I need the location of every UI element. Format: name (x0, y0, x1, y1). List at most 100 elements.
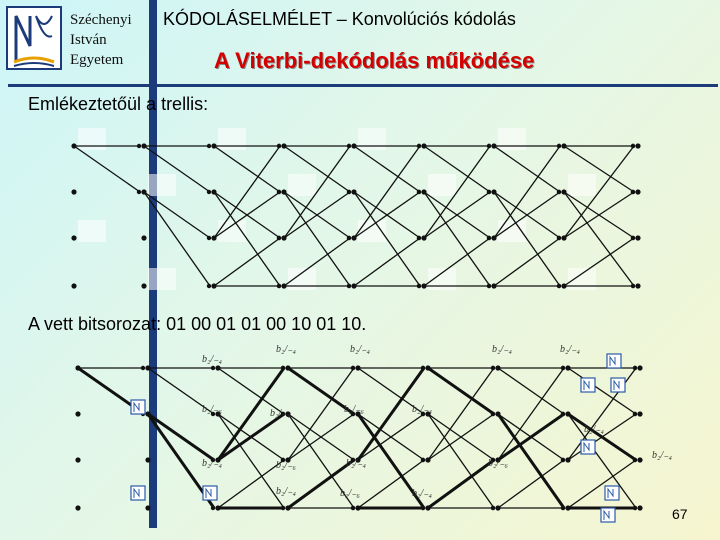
decoding-branch (567, 413, 637, 461)
decoding-branch (356, 413, 426, 509)
decoding-branch (216, 367, 286, 461)
reference-node (561, 283, 567, 289)
reference-node (561, 143, 567, 149)
decoding-node (285, 411, 291, 417)
logo-watermark-icon (580, 377, 596, 393)
reference-node (141, 189, 147, 195)
logo-watermark-icon (580, 439, 596, 455)
decoding-branch (357, 367, 425, 415)
logo-watermark-mark (133, 401, 140, 412)
decoding-arrowhead (350, 411, 356, 417)
reference-arrowhead (136, 189, 142, 195)
decoding-node (637, 505, 643, 511)
reference-node (635, 283, 641, 289)
reference-node (211, 143, 217, 149)
logo-watermark-icon (130, 399, 146, 415)
reference-arrowhead (630, 143, 636, 149)
reference-branch (423, 191, 491, 239)
reference-branch (563, 191, 635, 287)
decoding-arrowhead (350, 365, 356, 371)
reference-node (71, 235, 77, 241)
decoding-arrowhead (420, 365, 426, 371)
decoding-node (285, 457, 291, 463)
branch-metric-label: b₂/₋₄ (270, 408, 291, 419)
branch-metric-label: b₂/₋₄ (276, 344, 297, 355)
reference-branch (283, 145, 351, 239)
trellis-cell (498, 220, 526, 242)
logo-watermark-mark (603, 509, 610, 520)
page-number: 67 (672, 506, 688, 522)
reference-node (635, 235, 641, 241)
reference-node (421, 189, 427, 195)
decoding-arrowhead (350, 457, 356, 463)
logo-watermark-mark (133, 487, 140, 498)
reference-node (211, 283, 217, 289)
decoding-arrowhead (210, 365, 216, 371)
reference-branch (213, 237, 281, 287)
decoding-node (75, 365, 81, 371)
decoding-node (355, 411, 361, 417)
reference-branch (353, 191, 421, 287)
reference-arrowhead (486, 143, 492, 149)
reference-arrowhead (346, 283, 352, 289)
decoding-branch (427, 413, 495, 461)
trellis-cell (218, 220, 246, 242)
decoding-arrowhead (490, 411, 496, 417)
trellis-cell (428, 268, 456, 290)
decoding-node (495, 411, 501, 417)
decoding-branch (357, 459, 425, 509)
decoding-branch (497, 412, 565, 462)
reference-branch (493, 145, 561, 239)
reference-node (421, 235, 427, 241)
decoding-arrowhead (280, 411, 286, 417)
decoding-branch (427, 367, 495, 461)
decoding-arrowhead (560, 457, 566, 463)
reference-node (211, 235, 217, 241)
reference-arrowhead (416, 143, 422, 149)
decoding-branch (497, 367, 565, 415)
reference-node (491, 283, 497, 289)
university-logo (6, 6, 62, 70)
reference-node (351, 189, 357, 195)
decoding-node (637, 457, 643, 463)
reference-node (561, 235, 567, 241)
reference-branch (143, 145, 211, 193)
branch-metric-label: b₂/₋₄ (412, 404, 433, 415)
reference-branch (353, 145, 421, 239)
decoding-branch (147, 412, 215, 462)
decoding-node (425, 365, 431, 371)
trellis-cell (568, 174, 596, 196)
decoding-node (355, 365, 361, 371)
trellis-cell (148, 268, 176, 290)
reference-arrowhead (630, 283, 636, 289)
branch-metric-label: b₂/₋₆ (276, 460, 297, 471)
reference-branch (73, 145, 141, 193)
reference-arrowhead (486, 283, 492, 289)
branch-metric-label: b₂/₋₆ (202, 404, 223, 415)
reference-arrowhead (346, 235, 352, 241)
decoding-node (215, 365, 221, 371)
logo-watermark-mark (613, 379, 620, 390)
decoding-node (565, 457, 571, 463)
institution-line1: Széchenyi (70, 12, 132, 28)
decoding-node (215, 457, 221, 463)
reference-node (141, 235, 147, 241)
branch-metric-label: b₂/₋₆ (344, 404, 365, 415)
reference-arrowhead (276, 189, 282, 195)
reference-branch (493, 191, 561, 239)
institution-line2: István (70, 32, 107, 48)
reference-node (491, 189, 497, 195)
reference-arrowhead (346, 143, 352, 149)
reference-arrowhead (136, 143, 142, 149)
decoding-branch (497, 367, 565, 461)
reference-arrowhead (206, 143, 212, 149)
reference-arrowhead (486, 189, 492, 195)
logo-watermark-icon (600, 507, 616, 523)
reference-branch (213, 145, 281, 193)
branch-metric-label: b₂/₋₆ (340, 488, 361, 499)
reference-node (351, 143, 357, 149)
reference-arrowhead (206, 189, 212, 195)
logo-watermark-icon (202, 485, 218, 501)
reference-branch (353, 191, 421, 239)
decoding-branch (497, 459, 565, 509)
